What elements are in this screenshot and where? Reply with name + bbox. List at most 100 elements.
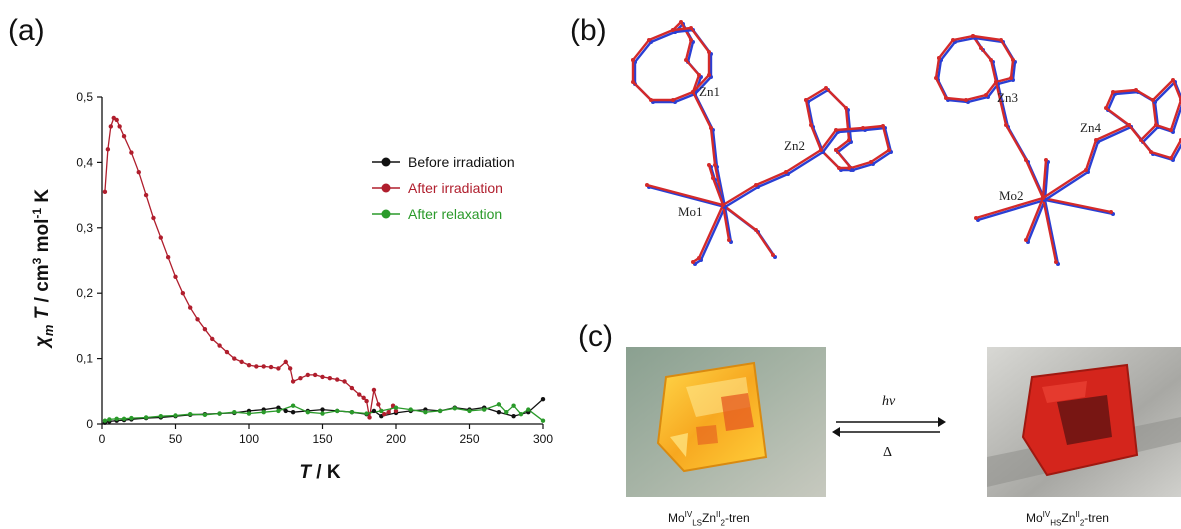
series-after-irradiation-point <box>386 410 391 415</box>
bond-red <box>721 204 731 241</box>
x-tick-label: 50 <box>169 432 183 446</box>
bond-red <box>1104 88 1158 142</box>
atom <box>834 128 838 132</box>
label-zn4: Zn4 <box>1080 120 1101 135</box>
series-after-relaxation-point <box>408 407 413 412</box>
atom <box>691 260 695 264</box>
series-after-relaxation-point <box>393 405 399 410</box>
bond-blue <box>1154 80 1181 134</box>
structure-mo1-zn1-zn2 <box>631 20 893 266</box>
series-after-irradiation-point <box>217 343 222 348</box>
atom <box>707 73 711 77</box>
series-after-irradiation-point <box>129 150 134 155</box>
series-after-relaxation-point <box>320 411 325 416</box>
atom <box>1169 156 1173 160</box>
series-after-relaxation-point <box>379 408 384 414</box>
series-after-irradiation-point <box>121 134 127 139</box>
atom <box>689 38 693 42</box>
atom <box>974 216 978 220</box>
series-after-relaxation-point <box>437 408 443 414</box>
atom <box>1171 78 1175 82</box>
series-after-irradiation-point <box>136 170 141 175</box>
atom <box>1054 260 1058 264</box>
atom <box>691 90 695 94</box>
atom <box>881 124 885 128</box>
atom <box>809 123 813 127</box>
series-after-irradiation-point <box>173 274 178 280</box>
atom <box>937 56 941 60</box>
series-after-irradiation-point <box>108 124 114 129</box>
series-after-relaxation-point <box>540 418 546 423</box>
bond-red <box>994 81 1045 199</box>
y-tick-label: 0,5 <box>76 90 93 104</box>
atom <box>709 126 713 130</box>
atom <box>1109 210 1113 214</box>
atom <box>951 38 955 42</box>
bond-red <box>934 34 998 102</box>
atom <box>707 50 711 54</box>
bond-blue <box>977 198 1046 222</box>
crystal-photo-ls <box>626 347 826 497</box>
atom <box>819 148 823 152</box>
atom <box>971 34 975 38</box>
x-tick-label: 100 <box>239 432 259 446</box>
y-axis-label: χm T / cm3 mol-1 K <box>30 189 56 349</box>
atom <box>679 20 683 24</box>
atom <box>684 58 688 62</box>
atom <box>944 96 948 100</box>
series-after-irradiation-point <box>239 359 244 365</box>
series-after-relaxation-point <box>102 418 108 423</box>
atom <box>1154 123 1158 127</box>
atom <box>979 46 983 50</box>
bond-blue <box>1044 198 1114 216</box>
atom <box>1009 76 1013 80</box>
atom <box>1084 168 1088 172</box>
series-after-irradiation-point <box>143 192 149 198</box>
series-after-relaxation-point <box>467 408 472 414</box>
bond-blue <box>1044 125 1132 202</box>
series-after-irradiation-point <box>367 415 372 420</box>
series-after-irradiation-point <box>283 359 288 365</box>
atom <box>1044 158 1048 162</box>
atom <box>711 176 715 180</box>
legend-marker <box>381 183 391 193</box>
legend-label: After irradiation <box>408 180 503 196</box>
series-after-irradiation-point <box>268 364 274 370</box>
bond-red <box>1042 123 1130 200</box>
bond-red <box>722 148 822 207</box>
bond-blue <box>822 126 893 172</box>
crystal-photo-hs <box>987 347 1181 497</box>
panel-label-a: (a) <box>8 14 45 47</box>
bond-blue <box>1026 199 1047 243</box>
series-after-irradiation-point <box>165 255 171 260</box>
series-after-irradiation-point <box>188 305 193 310</box>
atom <box>1011 58 1015 62</box>
arrow-label-light: hν <box>882 394 896 409</box>
series-before-irradiation-point <box>371 408 377 414</box>
bond-red <box>646 183 724 207</box>
series-after-irradiation-point <box>382 411 387 417</box>
chart-legend: Before irradiation After irradiation After… <box>372 154 515 222</box>
series-after-irradiation-point <box>357 392 362 397</box>
series-after-irradiation-point <box>290 379 296 384</box>
series-after-irradiation-point <box>361 395 366 401</box>
x-tick-label: 0 <box>99 432 106 446</box>
series-after-relaxation-point <box>496 402 502 407</box>
atom <box>1024 238 1028 242</box>
atom <box>964 98 968 102</box>
atom <box>847 138 851 142</box>
series-after-relaxation-point <box>526 407 531 412</box>
atom <box>754 228 758 232</box>
series-after-relaxation-point <box>107 417 112 422</box>
series-after-irradiation-point <box>320 374 325 380</box>
bond-blue <box>1043 199 1060 265</box>
caption-hs: MoIVHSZnII2-tren <box>1026 510 1109 528</box>
atom <box>1104 106 1108 110</box>
series-after-irradiation-point <box>202 326 208 332</box>
series-before-irradiation-point <box>540 396 546 402</box>
atom <box>994 80 998 84</box>
atom <box>834 148 838 152</box>
series-after-relaxation-point <box>504 410 509 415</box>
label-zn1: Zn1 <box>699 84 720 99</box>
series-after-irradiation-point <box>105 147 111 152</box>
